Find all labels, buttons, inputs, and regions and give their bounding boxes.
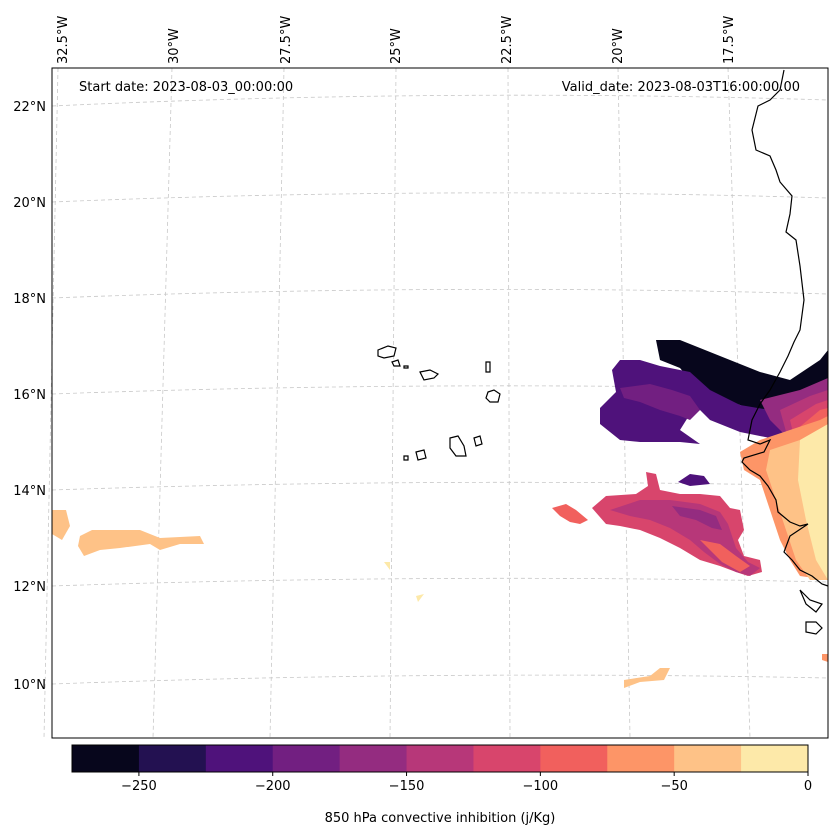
colorbar-frame xyxy=(71,744,809,773)
lat-label-18n: 18°N xyxy=(13,292,46,307)
lat-label-16n: 16°N xyxy=(13,388,46,403)
lon-label-22-5w: 22.5°W xyxy=(500,16,515,64)
cape-verde-islands xyxy=(377,345,501,461)
cin-patch-west xyxy=(52,510,70,540)
colorbar-segment xyxy=(406,745,474,772)
colorbar-label: 850 hPa convective inhibition (j/Kg) xyxy=(325,811,556,826)
lon-label-27-5w: 27.5°W xyxy=(279,16,294,64)
lon-label-17-5w: 17.5°W xyxy=(722,16,737,64)
lat-label-14n: 14°N xyxy=(13,484,46,499)
colorbar-segment xyxy=(205,745,274,772)
lat-label-20n: 20°N xyxy=(13,196,46,211)
colorbar-segment xyxy=(674,745,742,772)
colorbar-tick-label: −200 xyxy=(255,779,291,794)
cin-patch-west-2 xyxy=(78,530,204,556)
coastline xyxy=(741,69,829,635)
cin-contours xyxy=(52,340,828,688)
colorbar-tick-label: −250 xyxy=(121,779,157,794)
colorbar-segment xyxy=(272,745,341,772)
latitude-labels: 22°N 20°N 18°N 16°N 14°N 12°N 10°N xyxy=(13,100,46,693)
colorbar-segment xyxy=(741,745,809,772)
lon-label-32-5w: 32.5°W xyxy=(56,16,71,64)
lat-label-12n: 12°N xyxy=(13,580,46,595)
colorbar-segment xyxy=(72,745,140,772)
valid-date-label: Valid_date: 2023-08-03T16:00:00.00 xyxy=(562,80,800,95)
lon-label-20w: 20°W xyxy=(611,28,626,64)
colorbar-tick-label: 0 xyxy=(804,779,812,794)
colorbar-segment xyxy=(540,745,608,772)
colorbar: −250 −200 −150 −100 −50 0 xyxy=(71,744,812,794)
colorbar-segment xyxy=(607,745,675,772)
colorbar-tick-label: −100 xyxy=(523,779,559,794)
lat-label-10n: 10°N xyxy=(13,678,46,693)
colorbar-tick-label: −50 xyxy=(660,779,687,794)
lat-label-22n: 22°N xyxy=(13,100,46,115)
colorbar-segment xyxy=(473,745,541,772)
colorbar-tick-label: −150 xyxy=(389,779,425,794)
colorbar-segment xyxy=(138,745,207,772)
longitude-labels: 32.5°W 30°W 27.5°W 25°W 22.5°W 20°W 17.5… xyxy=(56,16,737,64)
lon-label-30w: 30°W xyxy=(167,28,182,64)
lon-label-25w: 25°W xyxy=(389,28,404,64)
colorbar-segment xyxy=(339,745,408,772)
start-date-label: Start date: 2023-08-03_00:00:00 xyxy=(79,80,293,95)
